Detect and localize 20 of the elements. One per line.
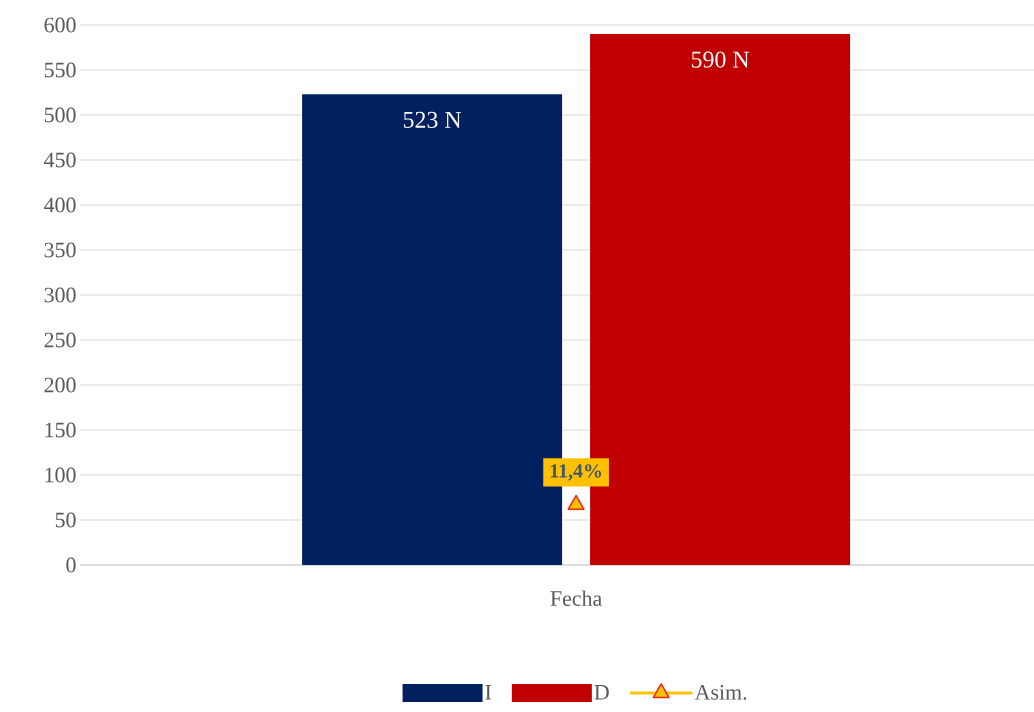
y-tick-label: 0 [66, 557, 76, 573]
y-tick-label: 400 [44, 197, 76, 213]
data-label: 590 N [691, 51, 750, 68]
y-tick-label: 300 [44, 287, 76, 303]
x-tick-label: Fecha [550, 590, 602, 606]
legend-label: I [485, 685, 492, 700]
annotation: 11,4% [550, 464, 602, 481]
y-tick-label: 600 [44, 17, 76, 33]
y-tick-label: 250 [44, 332, 76, 348]
legend-label: Asim. [694, 684, 747, 700]
y-tick-label: 150 [45, 422, 76, 438]
legend-label: D [594, 685, 609, 700]
y-tick-label: 350 [44, 242, 76, 258]
y-tick-label: 500 [44, 107, 76, 123]
y-tick-label: 100 [45, 467, 76, 483]
y-tick-label: 200 [44, 377, 76, 393]
data-label: 523 N [403, 111, 462, 128]
y-tick-label: 50 [55, 512, 76, 528]
y-tick-label: 550 [44, 62, 76, 78]
y-tick-label: 450 [44, 152, 76, 168]
